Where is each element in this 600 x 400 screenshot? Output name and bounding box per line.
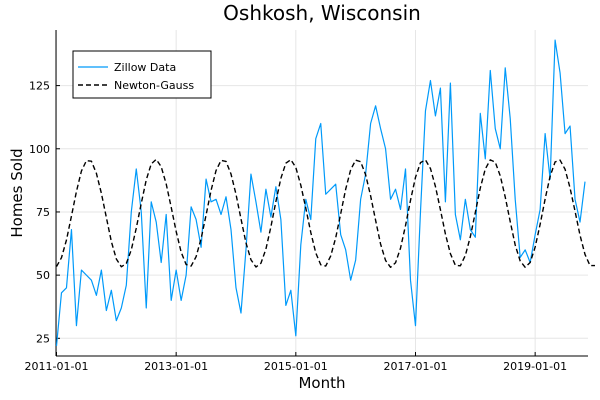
legend-box bbox=[72, 50, 212, 99]
y-tick-label: 125 bbox=[29, 80, 50, 93]
legend-items: Zillow Data Newton-Gauss bbox=[78, 61, 194, 92]
legend: Zillow Data Newton-Gauss bbox=[72, 50, 212, 99]
chart-title: Oshkosh, Wisconsin bbox=[223, 1, 421, 25]
y-axis-title: Homes Sold bbox=[8, 148, 26, 237]
legend-label-zillow-data: Zillow Data bbox=[114, 61, 176, 74]
series-line-zillow-data bbox=[55, 39, 586, 346]
x-tick-label: 2015-01-01 bbox=[264, 360, 328, 373]
y-tick-label: 75 bbox=[36, 206, 50, 219]
tick-labels: 25 50 75 100 125 2011-01-01 2013-01-01 2015-01-… bbox=[25, 80, 568, 373]
axes bbox=[55, 30, 588, 357]
legend-label-newton-gauss: Newton-Gauss bbox=[114, 79, 194, 92]
y-tick-label: 100 bbox=[29, 143, 50, 156]
x-tick-label: 2011-01-01 bbox=[25, 360, 89, 373]
x-axis-title: Month bbox=[298, 374, 345, 392]
y-tick-label: 25 bbox=[36, 332, 50, 345]
x-tick-label: 2013-01-01 bbox=[144, 360, 208, 373]
y-tick-label: 50 bbox=[36, 269, 50, 282]
x-tick-label: 2017-01-01 bbox=[384, 360, 448, 373]
series-lines bbox=[55, 39, 595, 346]
x-tick-label: 2019-01-01 bbox=[503, 360, 567, 373]
series-line-newton-gauss bbox=[55, 158, 595, 268]
